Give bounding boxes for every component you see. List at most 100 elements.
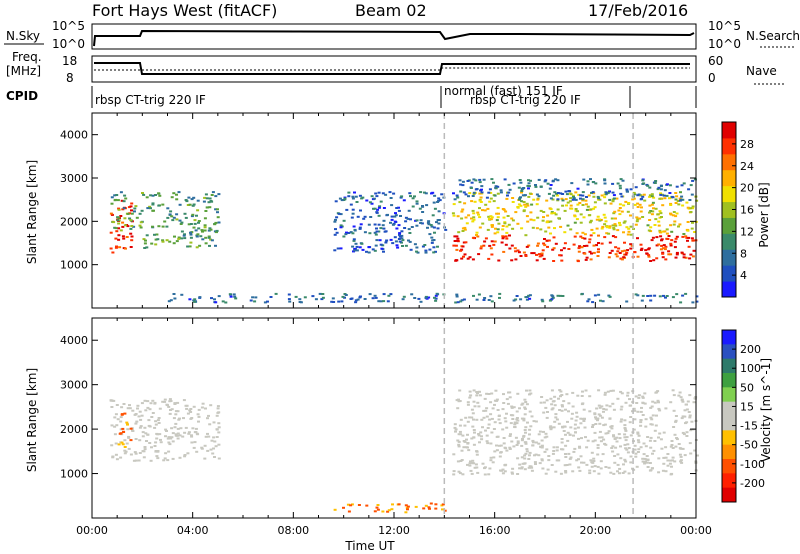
scatter-cell [646,184,650,187]
scatter-cell [515,410,519,413]
scatter-cell [421,205,425,208]
scatter-cell [642,442,646,445]
scatter-cell [527,244,531,247]
scatter-cell [651,201,655,204]
scatter-cell [347,510,351,513]
scatter-cell [666,459,670,462]
scatter-cell [531,444,535,447]
scatter-cell [671,196,675,199]
scatter-cell [589,258,593,261]
scatter-cell [115,458,119,461]
colorbar-tick-label: 16 [740,204,754,217]
scatter-cell [574,198,578,201]
scatter-cell [532,420,536,423]
scatter-cell [407,209,411,212]
scatter-cell [121,208,125,211]
scatter-cell [648,439,652,442]
scatter-cell [552,446,556,449]
scatter-cell [623,241,626,244]
scatter-cell [510,217,514,220]
scatter-cell [205,206,209,209]
scatter-cell [485,434,489,437]
scatter-cell [624,429,628,432]
scatter-cell [671,447,675,449]
scatter-cell [650,423,654,426]
scatter-cell [168,213,172,216]
scatter-cell [560,409,564,412]
scatter-cell [183,455,187,458]
scatter-cell [488,467,492,470]
scatter-cell [592,460,596,462]
scatter-cell [505,197,509,200]
scatter-cell [207,414,210,417]
scatter-cell [117,443,121,446]
scatter-cell [497,415,501,417]
scatter-cell [376,504,380,506]
scatter-cell [114,237,118,240]
scatter-cell [534,441,538,444]
scatter-cell [554,178,558,181]
scatter-cell [534,463,537,465]
scatter-cell [468,462,472,465]
scatter-cell [175,213,179,216]
scatter-cell [203,224,207,227]
scatter-cell [365,250,368,253]
scatter-cell [576,203,580,206]
scatter-cell [542,211,546,213]
scatter-cell [553,420,557,423]
scatter-cell [461,473,465,476]
scatter-cell [511,472,514,475]
scatter-cell [384,241,388,244]
scatter-cell [542,430,545,433]
scatter-cell [404,511,408,514]
scatter-cell [586,205,590,208]
scatter-cell [636,439,640,442]
scatter-cell [589,459,593,462]
scatter-cell [649,446,653,449]
colorbar-swatch [722,281,736,298]
scatter-cell [144,409,148,412]
scatter-cell [552,260,556,262]
scatter-cell [186,204,190,206]
scatter-cell [418,207,422,210]
scatter-cell [468,464,472,467]
scatter-cell [588,410,592,413]
scatter-cell [461,184,465,187]
scatter-cell [110,406,114,408]
scatter-cell [692,249,696,252]
scatter-cell [460,210,464,213]
scatter-cell [200,447,204,450]
scatter-cell [508,446,512,449]
scatter-cell [423,244,427,246]
scatter-cell [480,188,483,191]
scatter-cell [666,238,670,240]
scatter-cell [582,461,586,464]
scatter-cell [462,191,466,194]
scatter-cell [398,233,401,236]
scatter-cell [646,248,650,251]
scatter-cell [618,207,622,209]
scatter-cell [564,471,568,474]
scatter-cell [583,237,587,240]
scatter-cell [565,393,569,396]
scatter-cell [624,460,628,463]
scatter-cell [590,252,593,255]
scatter-cell [608,241,612,244]
nave-tick-high: 60 [708,54,723,68]
scatter-cell [486,442,490,445]
scatter-cell [503,446,507,449]
scatter-cell [397,224,401,227]
scatter-cell [161,203,165,206]
scatter-cell [148,205,152,208]
scatter-cell [351,232,355,235]
scatter-cell [382,219,386,222]
scatter-cell [149,459,153,462]
scatter-cell [550,389,554,392]
scatter-cell [577,437,580,440]
scatter-cell [387,294,391,297]
scatter-cell [475,394,479,397]
scatter-cell [415,200,419,203]
scatter-cell [658,432,662,435]
scatter-cell [483,209,487,212]
scatter-cell [358,227,362,230]
